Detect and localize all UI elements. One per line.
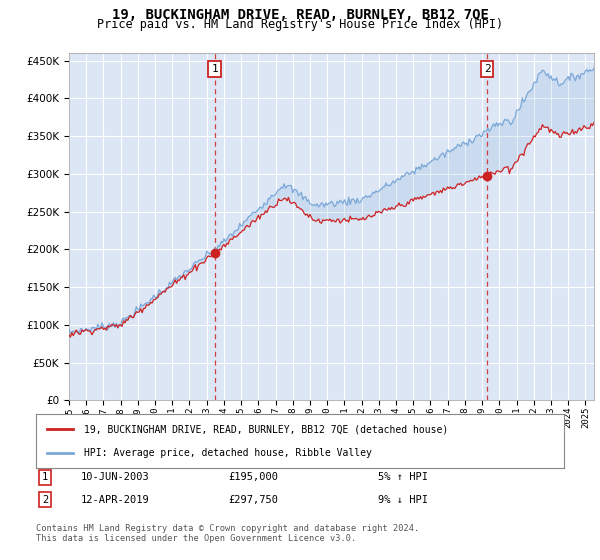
Text: 2: 2 [484, 64, 491, 74]
Text: £195,000: £195,000 [228, 472, 278, 482]
Text: Price paid vs. HM Land Registry's House Price Index (HPI): Price paid vs. HM Land Registry's House … [97, 18, 503, 31]
Text: 19, BUCKINGHAM DRIVE, READ, BURNLEY, BB12 7QE (detached house): 19, BUCKINGHAM DRIVE, READ, BURNLEY, BB1… [83, 424, 448, 435]
Text: Contains HM Land Registry data © Crown copyright and database right 2024.
This d: Contains HM Land Registry data © Crown c… [36, 524, 419, 543]
Text: 2: 2 [42, 494, 48, 505]
Text: 19, BUCKINGHAM DRIVE, READ, BURNLEY, BB12 7QE: 19, BUCKINGHAM DRIVE, READ, BURNLEY, BB1… [112, 8, 488, 22]
Text: 1: 1 [42, 472, 48, 482]
Text: 5% ↑ HPI: 5% ↑ HPI [378, 472, 428, 482]
Text: HPI: Average price, detached house, Ribble Valley: HPI: Average price, detached house, Ribb… [83, 447, 371, 458]
Text: 12-APR-2019: 12-APR-2019 [81, 494, 150, 505]
Text: 9% ↓ HPI: 9% ↓ HPI [378, 494, 428, 505]
Text: 1: 1 [211, 64, 218, 74]
Text: 10-JUN-2003: 10-JUN-2003 [81, 472, 150, 482]
Text: £297,750: £297,750 [228, 494, 278, 505]
